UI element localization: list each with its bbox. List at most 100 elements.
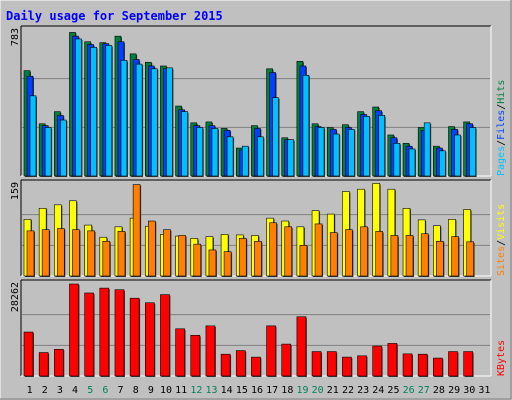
bar-pages-day-2	[44, 127, 52, 177]
bar-sites-day-27	[420, 233, 429, 277]
bar-pages-day-24	[378, 115, 386, 177]
bar-pages-day-17	[272, 97, 279, 177]
panel-top-legend: Pages/Files/Hits	[496, 80, 507, 176]
bar-pages-day-11	[181, 111, 188, 177]
bar-kbytes-day-16	[251, 356, 261, 377]
bar-sites-day-5	[87, 230, 95, 277]
x-label-day-10: 10	[160, 385, 172, 396]
bar-pages-day-3	[60, 119, 67, 177]
x-label-day-9: 9	[148, 385, 154, 396]
bar-pages-day-27	[423, 122, 431, 177]
bar-sites-day-24	[375, 231, 384, 277]
bar-pages-day-22	[348, 129, 355, 177]
bar-sites-day-13	[208, 249, 217, 277]
bar-sites-day-14	[223, 251, 232, 277]
bar-pages-day-14	[226, 136, 234, 177]
legend-pages: Pages	[496, 146, 507, 176]
x-label-day-31: 31	[478, 385, 490, 396]
bar-sites-day-4	[72, 229, 80, 277]
x-label-day-7: 7	[118, 385, 124, 396]
bar-pages-day-23	[363, 116, 370, 177]
bar-pages-day-18	[287, 139, 295, 177]
x-label-day-29: 29	[448, 385, 460, 396]
x-axis-labels: 1 2 3 4 5 6 7 8 9 10 11 12 13 14 15 16 17 18 19 20 21 22 23 24 2…	[27, 385, 491, 396]
bar-kbytes-day-10	[160, 294, 170, 377]
panel-top: 783 Pages/Files/Hits	[10, 25, 507, 178]
x-label-day-1: 1	[27, 385, 33, 396]
bar-pages-day-5	[90, 47, 97, 177]
bar-pages-day-4	[75, 38, 82, 177]
bar-sites-day-17	[269, 222, 277, 277]
bar-kbytes-day-13	[205, 325, 216, 377]
bar-sites-day-16	[254, 240, 262, 277]
bar-sites-day-20	[314, 223, 323, 277]
bar-kbytes-day-23	[357, 355, 367, 377]
bar-sites-day-30	[466, 241, 474, 277]
bar-sites-day-23	[360, 226, 368, 277]
bar-kbytes-day-17	[266, 325, 276, 377]
bar-kbytes-day-22	[342, 356, 352, 377]
panel-bottom: 28262 KBytes	[10, 279, 507, 377]
x-label-day-11: 11	[175, 385, 187, 396]
bar-sites-day-2	[41, 229, 50, 277]
x-label-day-20: 20	[312, 385, 324, 396]
bar-kbytes-day-8	[129, 297, 140, 377]
legend-kbytes: KBytes	[496, 340, 507, 376]
bar-pages-day-29	[454, 134, 461, 177]
x-label-day-23: 23	[357, 385, 369, 396]
legend-files: Files	[496, 110, 507, 140]
x-label-day-13: 13	[205, 385, 217, 396]
x-label-day-3: 3	[57, 385, 63, 396]
x-label-day-6: 6	[102, 385, 108, 396]
x-label-day-30: 30	[463, 385, 475, 396]
bar-kbytes-day-1	[23, 331, 34, 377]
panel-top-max-label: 783	[10, 28, 21, 46]
bar-kbytes-day-24	[372, 345, 383, 377]
bar-pages-day-20	[317, 127, 325, 177]
x-label-day-16: 16	[251, 385, 263, 396]
bar-pages-day-1	[29, 95, 37, 177]
bar-kbytes-day-26	[402, 353, 413, 377]
bar-kbytes-day-5	[84, 292, 94, 377]
bar-sites-day-10	[163, 229, 171, 277]
x-label-day-28: 28	[433, 385, 445, 396]
panel-middle-legend: Sites/Visits	[496, 204, 507, 276]
bar-pages-day-15	[241, 145, 249, 177]
bar-pages-day-6	[105, 45, 113, 177]
bar-kbytes-day-19	[296, 316, 307, 377]
x-label-day-27: 27	[418, 385, 430, 396]
bar-pages-day-9	[150, 68, 158, 177]
bar-pages-day-19	[302, 75, 310, 177]
bar-kbytes-day-14	[220, 353, 231, 377]
bar-sites-day-11	[178, 235, 186, 277]
bar-pages-day-26	[408, 148, 416, 177]
bar-sites-day-7	[117, 231, 126, 277]
bar-pages-day-30	[469, 127, 476, 177]
bar-kbytes-day-7	[114, 289, 125, 377]
bar-kbytes-day-29	[448, 351, 458, 377]
bar-sites-day-19	[299, 245, 308, 277]
bar-sites-day-3	[57, 228, 65, 277]
x-label-day-24: 24	[372, 385, 384, 396]
panel-bottom-legend: KBytes	[496, 340, 507, 376]
x-label-day-21: 21	[327, 385, 339, 396]
bar-pages-day-10	[166, 67, 173, 177]
bar-sites-day-28	[436, 240, 444, 277]
panel-middle-max-label: 159	[10, 182, 21, 200]
bar-kbytes-day-3	[54, 349, 64, 377]
bar-sites-day-22	[345, 229, 353, 277]
bar-sites-day-25	[390, 235, 399, 277]
x-label-day-19: 19	[296, 385, 308, 396]
bar-kbytes-day-12	[190, 335, 201, 377]
x-label-day-8: 8	[133, 385, 139, 396]
bar-kbytes-day-21	[326, 351, 337, 377]
bar-kbytes-day-28	[433, 357, 443, 377]
bar-kbytes-day-9	[144, 302, 155, 377]
bar-kbytes-day-6	[99, 287, 110, 377]
legend-hits: Hits	[496, 80, 507, 104]
bar-sites-day-1	[26, 230, 35, 277]
bar-pages-day-13	[211, 128, 219, 177]
bar-sites-day-9	[147, 220, 156, 277]
x-label-day-25: 25	[387, 385, 399, 396]
